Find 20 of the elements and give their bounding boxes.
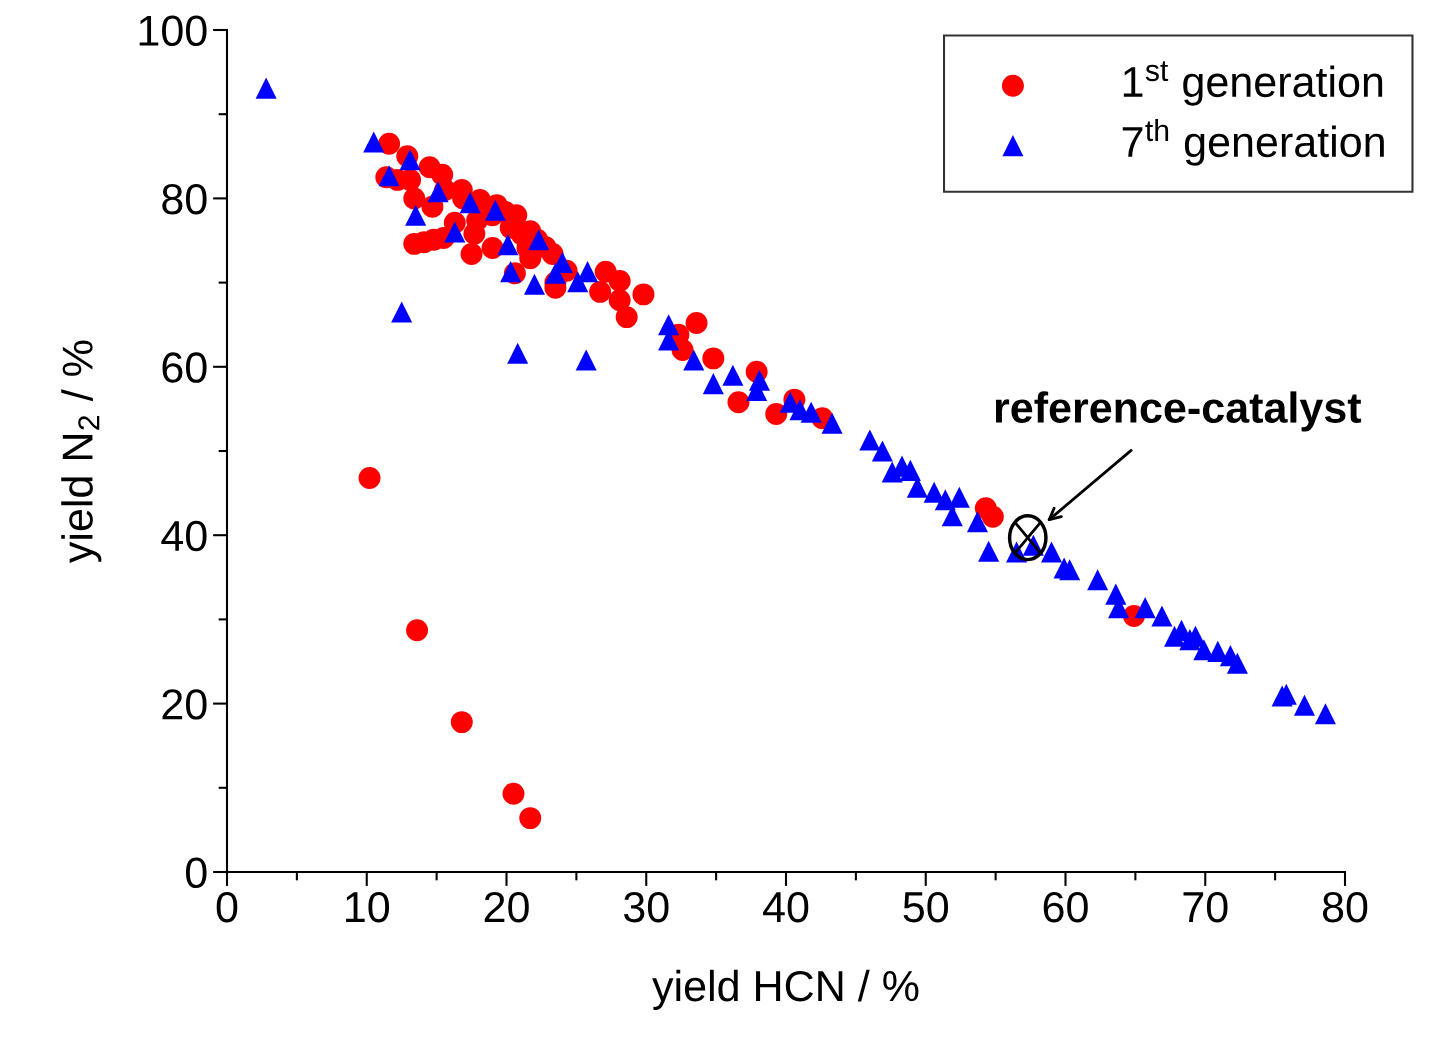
y-tick-label: 80 bbox=[162, 183, 207, 215]
x-tick-label: 20 bbox=[484, 891, 529, 923]
annotation: reference-catalyst bbox=[995, 391, 1362, 432]
y-axis-title: yield N$_{2}$ / % bbox=[61, 340, 102, 564]
x-tick-label: 0 bbox=[216, 891, 238, 923]
legend-label: 1$^{st}$ generation bbox=[1123, 61, 1383, 106]
x-axis-title: yield HCN / % bbox=[652, 969, 919, 1010]
x-tick-label: 50 bbox=[903, 891, 949, 923]
x-tick-label: 40 bbox=[763, 891, 809, 923]
y-tick-label: 20 bbox=[162, 689, 207, 720]
x-tick-label: 70 bbox=[1183, 891, 1228, 923]
x-tick-label: 30 bbox=[623, 891, 669, 923]
x-tick-label: 10 bbox=[346, 891, 390, 923]
legend-label: 7$^{th}$ generation bbox=[1122, 119, 1384, 166]
y-tick-label: 60 bbox=[162, 352, 207, 383]
y-tick-label: 0 bbox=[185, 857, 207, 889]
y-tick-label: 100 bbox=[139, 15, 207, 47]
x-tick-label: 80 bbox=[1322, 891, 1368, 923]
y-tick-label: 40 bbox=[161, 520, 207, 552]
x-tick-label: 60 bbox=[1043, 891, 1088, 923]
